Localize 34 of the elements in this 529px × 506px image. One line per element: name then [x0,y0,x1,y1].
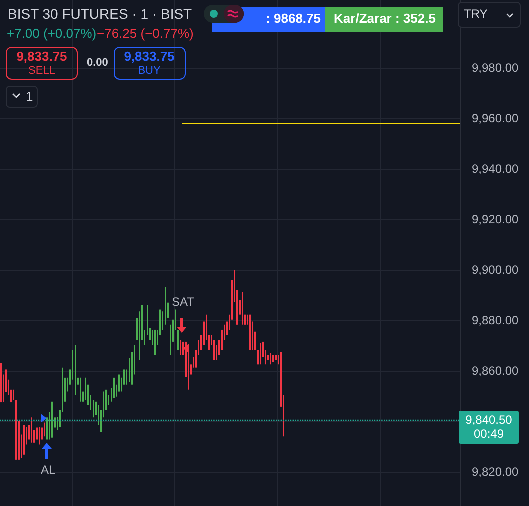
annotation: : 9868.75 [265,11,321,26]
candlestick [272,355,274,362]
y-tick-label: 9,880.00 [472,314,520,328]
ref-line-label: 9,840.50 [464,413,514,428]
text: TRY [464,7,488,21]
candlestick [52,402,54,438]
candlestick [178,330,180,350]
chart-title: BIST 30 FUTURES · 1 · BIST [8,6,192,22]
candlestick [24,425,26,455]
y-tick-label: 9,860.00 [472,364,520,378]
annotation: 9,833.75 [123,49,176,64]
candlestick [250,314,252,350]
annotation: 1 [26,89,34,104]
y-tick-label: 9,820.00 [472,464,520,479]
annotation: SELL [28,65,56,77]
annotation: AL [41,463,56,477]
candlestick [154,330,156,356]
y-tick-label: 9,960.00 [472,112,520,126]
candlestick [16,400,18,460]
candlestick [276,355,278,360]
y-tick-label: 9,980.00 [472,61,520,76]
candlestick [114,378,116,398]
y-tick-label: 9,920.00 [472,212,520,227]
annotation: +7.00 (+0.07%) [7,26,97,41]
annotation: 9,833.75 [16,49,68,64]
y-tick-label: 9,900.00 [472,263,520,278]
annotation: Kar/Zarar : 352.5 [333,11,437,26]
annotation: 0.00 [87,57,108,69]
annotation: −76.25 (−0.77%) [97,26,194,41]
text: 00:49 [472,427,506,441]
y-tick-label: 9,940.00 [472,162,520,176]
annotation: SAT [172,295,194,309]
candlestick [0,363,2,403]
annotation: BUY [137,65,162,77]
